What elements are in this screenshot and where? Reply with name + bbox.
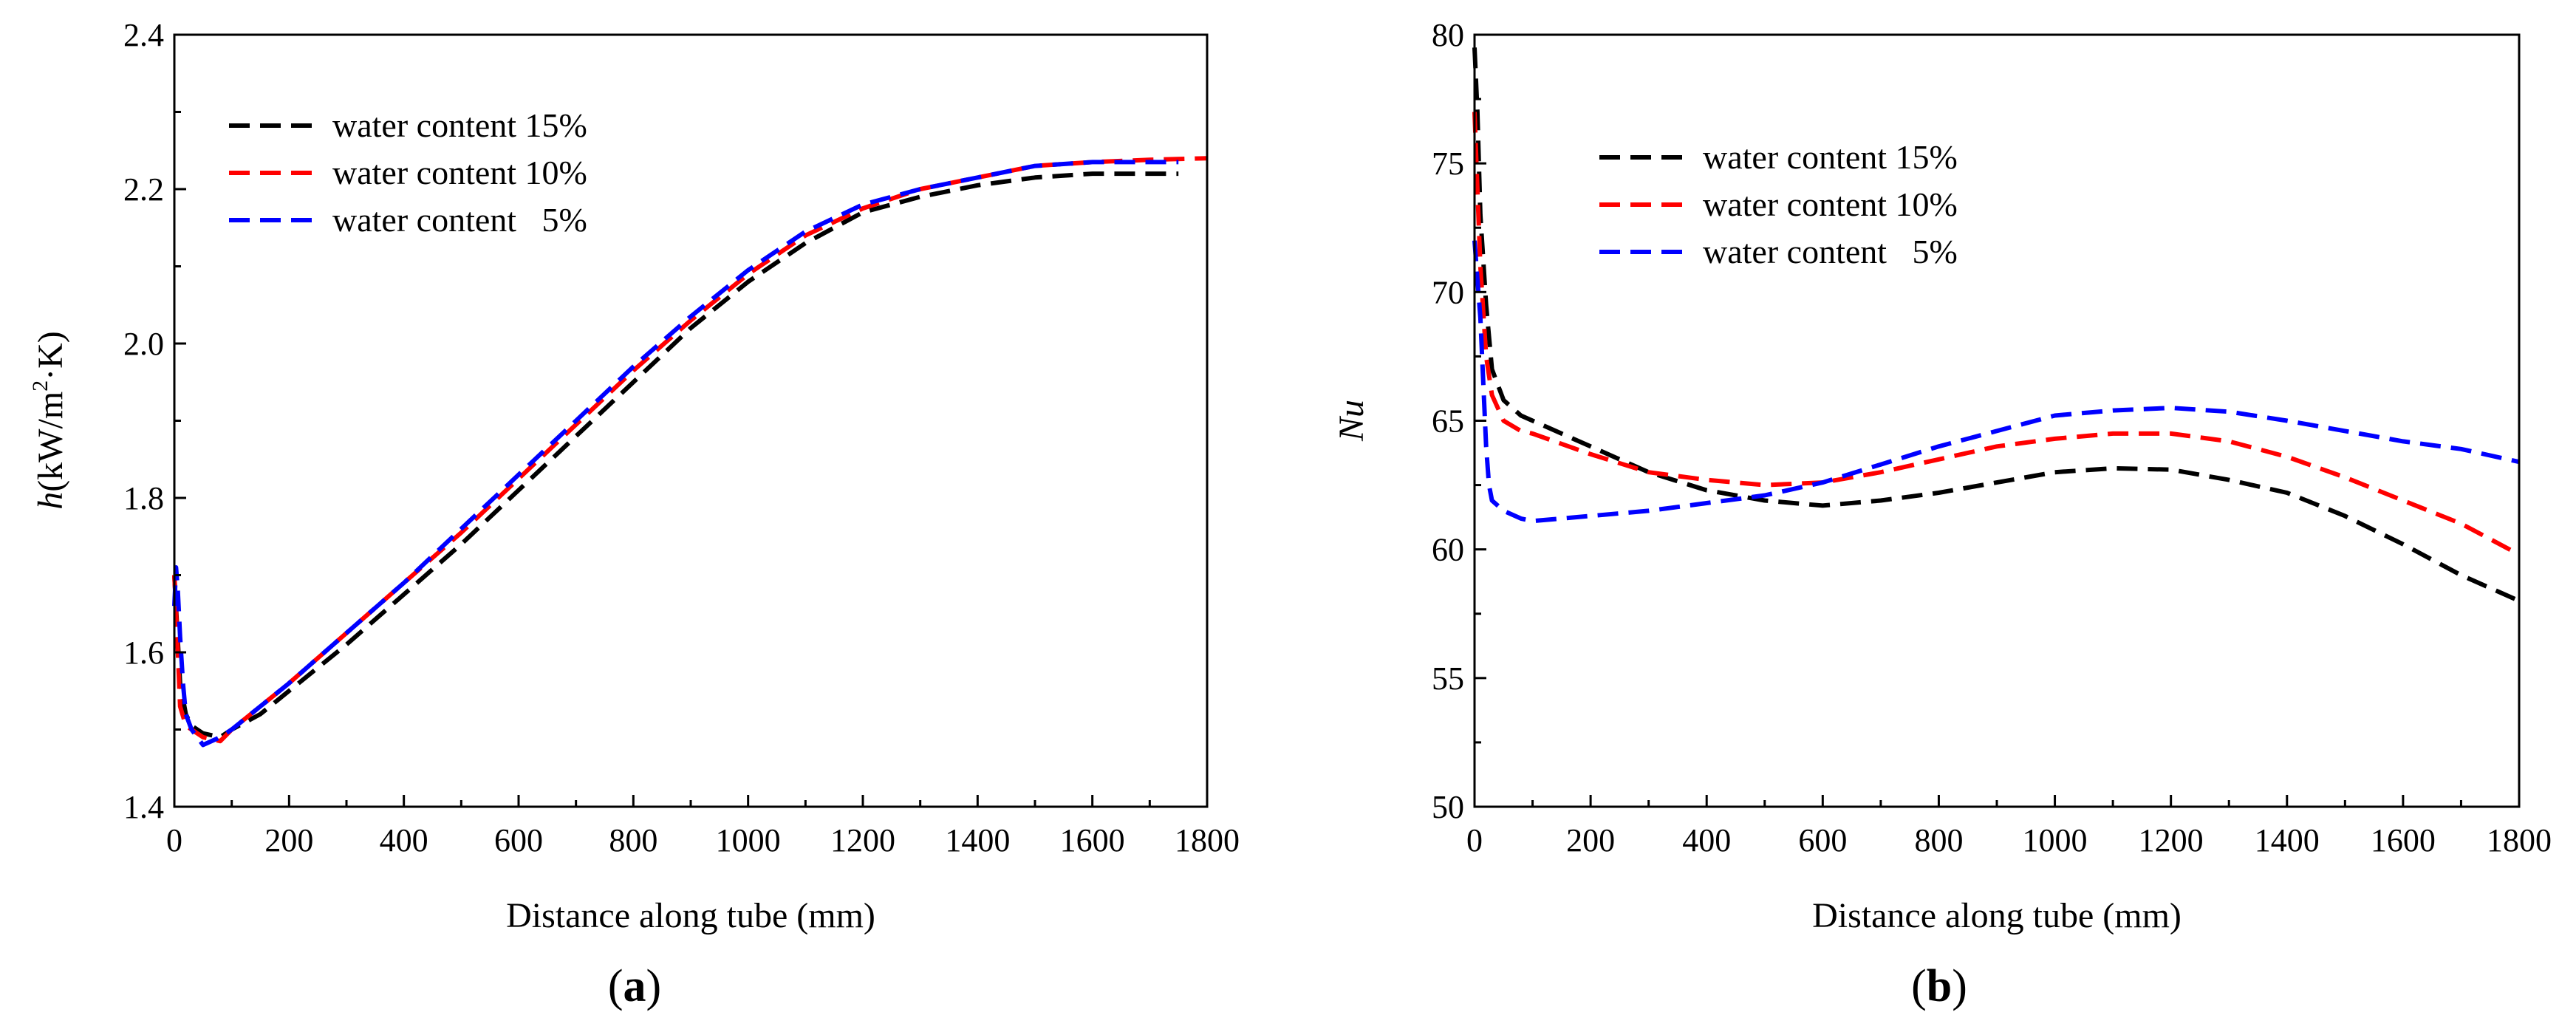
x-tick-label: 800 (609, 822, 657, 858)
y-tick-label: 1.8 (123, 480, 164, 516)
series-line-3 (172, 160, 1179, 748)
y-axis-title-b: Nu (1332, 400, 1371, 442)
ticks-b (1473, 33, 2521, 808)
x-tick-label: 600 (1798, 822, 1847, 858)
chart-panel-b: 0 200 400 600 800 1000 1200 1400 1600 1800 50 55 60 6… (1332, 17, 2552, 1011)
panel-label-b: (b) (1911, 961, 1967, 1011)
x-tick-label: 1000 (2023, 822, 2088, 858)
x-tick-label: 1400 (2255, 822, 2320, 858)
y-tick-label: 80 (1432, 17, 1464, 53)
x-axis-title-a: Distance along tube (mm) (506, 896, 875, 935)
x-tick-label: 1400 (945, 822, 1010, 858)
x-tick-label: 800 (1914, 822, 1963, 858)
y-tick-label: 50 (1432, 789, 1464, 825)
x-tick-label: 1600 (2371, 822, 2436, 858)
series-line-3 (1472, 240, 2520, 524)
x-tick-label: 1800 (1175, 822, 1240, 858)
x-tick-label: 1600 (1060, 822, 1125, 858)
x-tick-label: 1200 (2139, 822, 2204, 858)
tick-labels-a: 0 200 400 600 800 1000 1200 1400 1600 1800 1.4 1.6 1… (123, 17, 1240, 858)
chart-panel-a: 0 200 400 600 800 1000 1200 1400 1600 1800 1.4 1.6 1… (28, 17, 1240, 1011)
y-tick-label: 75 (1432, 146, 1464, 182)
panel-label-a: (a) (608, 961, 661, 1011)
x-tick-label: 1800 (2487, 822, 2552, 858)
legend-a: water content 15% water content 10% water … (229, 106, 587, 239)
tick-labels-b: 0 200 400 600 800 1000 1200 1400 1600 1800 50 55 60 6… (1432, 17, 2552, 858)
series-line-1 (1472, 47, 2521, 604)
x-tick-label: 600 (494, 822, 543, 858)
y-tick-label: 70 (1432, 274, 1464, 310)
y-axis-symbol-a: h (31, 492, 70, 510)
legend-label: water content 15% (1703, 138, 1958, 176)
y-tick-label: 65 (1432, 403, 1464, 440)
y-tick-label: 2.4 (123, 17, 164, 53)
x-tick-label: 200 (1566, 822, 1615, 858)
x-tick-label: 1000 (716, 822, 781, 858)
plot-lines-a (172, 156, 1208, 748)
y-axis-units-a: (kW/m (31, 392, 70, 492)
legend-label: water content 5% (332, 201, 587, 239)
y-tick-label: 55 (1432, 660, 1464, 697)
y-axis-title-a: h(kW/m2·K) (28, 331, 70, 510)
series-line-2 (172, 156, 1208, 744)
y-tick-label: 60 (1432, 532, 1464, 568)
y-axis-units-suffix-a: ·K) (31, 331, 70, 380)
x-axis-title-b: Distance along tube (mm) (1812, 896, 2182, 935)
series-line-2 (1472, 112, 2521, 557)
legend-b: water content 15% water content 10% water … (1599, 138, 1958, 270)
x-tick-label: 0 (166, 822, 182, 858)
series-line-1 (172, 171, 1179, 739)
y-tick-label: 1.4 (123, 789, 164, 825)
legend-label: water content 10% (1703, 185, 1958, 223)
y-tick-label: 1.6 (123, 635, 164, 671)
y-tick-label: 2.2 (123, 171, 164, 208)
x-tick-label: 200 (264, 822, 313, 858)
y-axis-units-exp-a: 2 (28, 380, 52, 392)
ticks-a (173, 33, 1209, 808)
legend-label: water content 15% (332, 106, 587, 144)
legend-label: water content 10% (332, 154, 587, 191)
plot-lines-b (1472, 47, 2521, 604)
x-tick-label: 400 (1682, 822, 1731, 858)
plot-frame-b (1473, 33, 2521, 808)
x-tick-label: 400 (380, 822, 428, 858)
y-tick-label: 2.0 (123, 326, 164, 362)
x-tick-label: 1200 (830, 822, 895, 858)
legend-label: water content 5% (1703, 233, 1958, 270)
x-tick-label: 0 (1466, 822, 1483, 858)
plot-frame-a (173, 33, 1209, 808)
